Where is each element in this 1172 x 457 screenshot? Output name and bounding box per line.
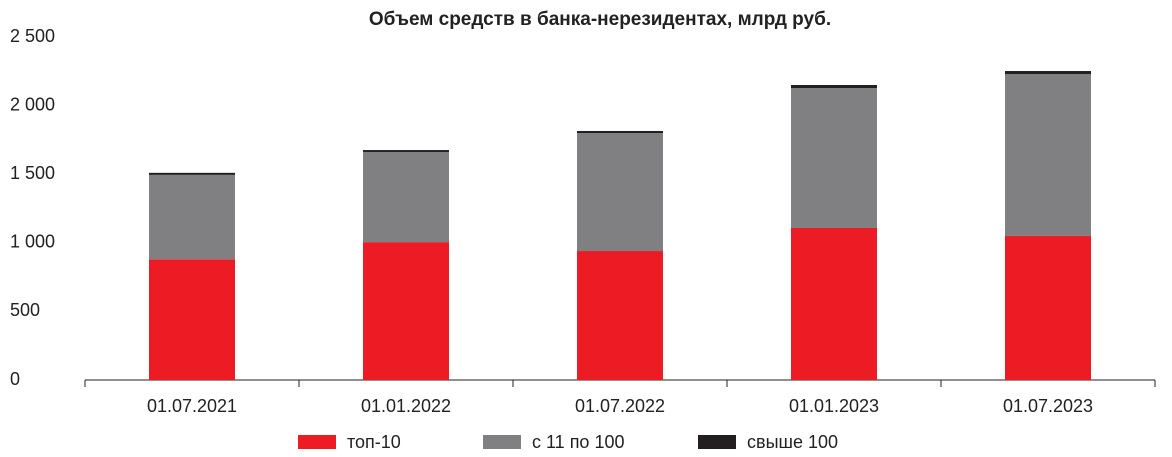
y-tick-label: 1 500: [10, 163, 55, 183]
bar-segment: [1005, 71, 1091, 75]
bar-segment: [791, 88, 877, 228]
chart-title: Объем средств в банка-нерезидентах, млрд…: [369, 9, 831, 30]
bar-segment: [577, 133, 663, 252]
x-tick-label: 01.01.2022: [361, 396, 451, 416]
bar-segment: [149, 174, 235, 260]
x-tick-label: 01.07.2021: [147, 396, 237, 416]
bar-segment: [149, 259, 235, 380]
y-tick-label: 500: [10, 300, 40, 320]
x-tick-label: 01.01.2023: [789, 396, 879, 416]
legend-label: свыше 100: [747, 432, 838, 452]
x-tick-label: 01.07.2023: [1003, 396, 1093, 416]
x-tick-label: 01.07.2022: [575, 396, 665, 416]
legend-swatch: [698, 435, 736, 449]
bar-segment: [363, 151, 449, 243]
y-tick-label: 2 500: [10, 26, 55, 46]
y-tick-label: 1 000: [10, 232, 55, 252]
legend-swatch: [483, 435, 521, 449]
bar-segment: [791, 85, 877, 89]
y-tick-label: 2 000: [10, 94, 55, 114]
bar-segment: [1005, 235, 1091, 380]
bar-segment: [363, 242, 449, 380]
legend-label: с 11 по 100: [532, 432, 624, 452]
bar-segment: [363, 150, 449, 152]
y-tick-label: 0: [10, 369, 20, 389]
bar-segment: [149, 172, 235, 175]
legend-swatch: [298, 435, 336, 449]
bar-segment: [577, 130, 663, 134]
bar-segment: [1005, 74, 1091, 236]
legend-label: топ-10: [347, 432, 401, 452]
bar-segment: [577, 251, 663, 380]
bar-segment: [791, 227, 877, 380]
